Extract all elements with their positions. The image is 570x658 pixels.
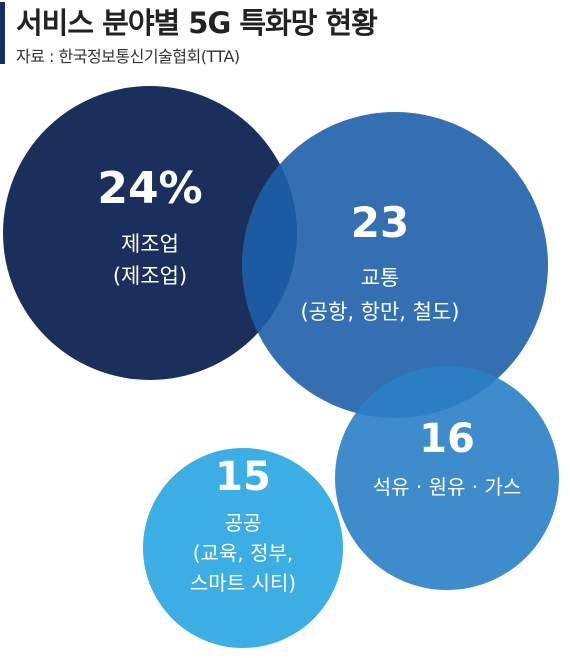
bubble-value-2: 23 bbox=[351, 198, 409, 247]
bubble-value-3: 16 bbox=[419, 416, 475, 462]
bubble-4 bbox=[143, 448, 343, 648]
bubble-label-4-line-1: 공공 bbox=[225, 511, 262, 535]
bubble-value-1: 24% bbox=[97, 163, 202, 214]
bubble-value-4: 15 bbox=[215, 454, 271, 500]
page-title: 서비스 분야별 5G 특화망 현황 bbox=[16, 6, 378, 40]
bubble-label-2-line-2: (공항, 항만, 철도) bbox=[300, 300, 459, 324]
source-note: 자료 : 한국정보통신기술협회(TTA) bbox=[16, 47, 240, 66]
bubble-1 bbox=[3, 86, 297, 380]
bubble-label-4-line-3: 스마트 시티) bbox=[190, 571, 296, 595]
bubble-2 bbox=[242, 112, 548, 418]
bubble-3 bbox=[335, 366, 559, 590]
bubble-label-1-line-1: 제조업 bbox=[121, 232, 179, 256]
bubble-label-4-line-2: (교육, 정부, bbox=[193, 541, 293, 565]
bubble-label-2-line-1: 교통 bbox=[361, 266, 400, 290]
bubble-label-1-line-2: (제조업) bbox=[113, 264, 187, 288]
bubble-label-3-line-1: 석유 · 원유 · 가스 bbox=[373, 475, 522, 499]
title-accent-bar bbox=[0, 2, 5, 64]
